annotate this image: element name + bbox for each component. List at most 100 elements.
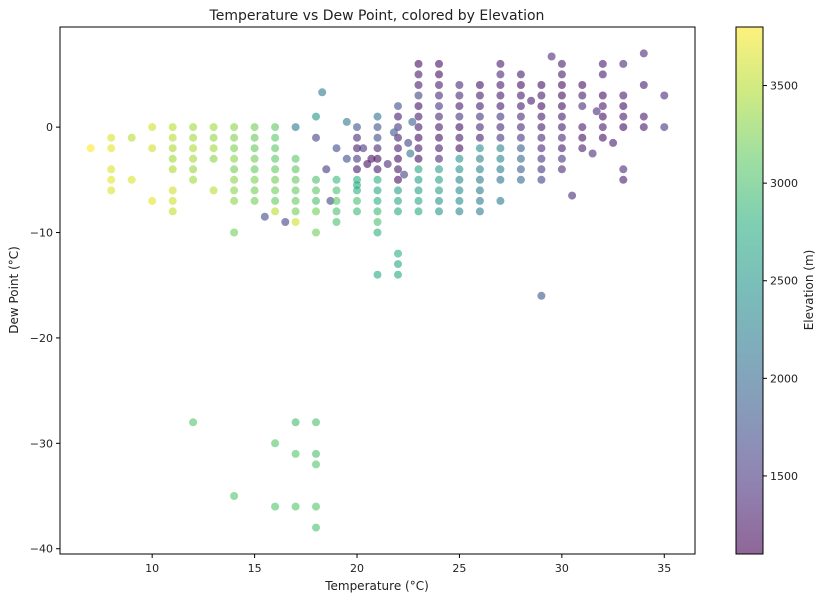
- data-point: [435, 70, 443, 79]
- data-point: [148, 144, 157, 153]
- data-point: [359, 144, 368, 153]
- data-point: [291, 175, 300, 184]
- data-point: [516, 70, 525, 79]
- data-point: [189, 175, 198, 184]
- data-point: [373, 133, 382, 142]
- data-point: [516, 165, 525, 174]
- points-layer: [86, 49, 669, 532]
- data-point: [353, 181, 361, 190]
- data-point: [291, 502, 300, 511]
- x-axis-ticks: 10 15 20 25 30 35: [145, 554, 671, 575]
- data-point: [639, 112, 648, 121]
- data-point: [250, 165, 259, 174]
- x-tick-label: 10: [145, 562, 159, 575]
- data-point: [557, 91, 566, 100]
- data-point: [353, 154, 361, 163]
- data-point: [271, 186, 280, 195]
- data-point: [209, 123, 218, 132]
- data-point: [435, 207, 443, 216]
- data-point: [230, 165, 239, 174]
- x-tick-label: 15: [248, 562, 262, 575]
- data-point: [312, 112, 320, 121]
- data-point: [394, 112, 402, 121]
- data-point: [230, 196, 239, 205]
- data-point: [414, 144, 423, 153]
- data-point: [619, 165, 628, 174]
- data-point: [475, 154, 484, 163]
- data-point: [230, 492, 239, 500]
- data-point: [598, 123, 607, 132]
- data-point: [312, 460, 320, 469]
- data-point: [230, 154, 239, 163]
- x-tick-label: 35: [657, 562, 671, 575]
- data-point: [312, 175, 320, 184]
- y-axis-label: Dew Point (°C): [7, 246, 21, 334]
- data-point: [250, 186, 259, 195]
- data-point: [537, 165, 546, 174]
- data-point: [455, 154, 464, 163]
- data-point: [516, 123, 525, 132]
- data-point: [455, 144, 464, 153]
- data-point: [389, 128, 398, 137]
- data-point: [496, 91, 505, 100]
- data-point: [250, 154, 259, 163]
- data-point: [475, 186, 484, 195]
- data-point: [127, 133, 136, 142]
- data-point: [230, 186, 239, 195]
- data-point: [394, 249, 402, 258]
- data-point: [373, 218, 382, 226]
- data-point: [639, 49, 648, 58]
- data-point: [619, 91, 628, 100]
- y-tick-label: −30: [30, 437, 53, 450]
- data-point: [516, 154, 525, 163]
- data-point: [619, 102, 628, 111]
- data-point: [291, 123, 300, 132]
- data-point: [455, 175, 464, 184]
- data-point: [475, 207, 484, 216]
- data-point: [516, 112, 525, 121]
- y-tick-label: −20: [30, 332, 53, 345]
- colorbar-tick-label: 2500: [770, 275, 798, 288]
- data-point: [537, 81, 546, 89]
- data-point: [598, 59, 607, 68]
- data-point: [373, 270, 382, 279]
- data-point: [537, 112, 546, 121]
- data-point: [435, 112, 443, 121]
- data-point: [455, 81, 464, 89]
- data-point: [435, 175, 443, 184]
- data-point: [394, 165, 402, 174]
- data-point: [557, 154, 566, 163]
- data-point: [414, 59, 423, 68]
- data-point: [373, 144, 382, 153]
- data-point: [598, 133, 607, 142]
- data-point: [230, 123, 239, 132]
- data-point: [107, 144, 116, 153]
- y-tick-label: −40: [30, 543, 53, 556]
- data-point: [435, 196, 443, 205]
- data-point: [394, 260, 402, 269]
- data-point: [619, 175, 628, 184]
- data-point: [189, 154, 198, 163]
- data-point: [414, 154, 423, 163]
- chart-title: Temperature vs Dew Point, colored by Ele…: [209, 8, 545, 24]
- data-point: [373, 228, 382, 237]
- data-point: [209, 154, 218, 163]
- data-point: [107, 133, 116, 142]
- data-point: [271, 165, 280, 174]
- data-point: [281, 218, 290, 226]
- data-point: [435, 123, 443, 132]
- data-point: [568, 191, 577, 200]
- data-point: [394, 154, 402, 163]
- data-point: [332, 207, 341, 216]
- data-point: [383, 160, 392, 168]
- data-point: [271, 123, 280, 132]
- data-point: [250, 144, 259, 153]
- data-point: [168, 207, 177, 216]
- data-point: [537, 175, 546, 184]
- data-point: [639, 123, 648, 132]
- data-point: [312, 449, 320, 458]
- data-point: [557, 81, 566, 89]
- data-point: [332, 196, 341, 205]
- y-tick-label: −10: [30, 227, 53, 240]
